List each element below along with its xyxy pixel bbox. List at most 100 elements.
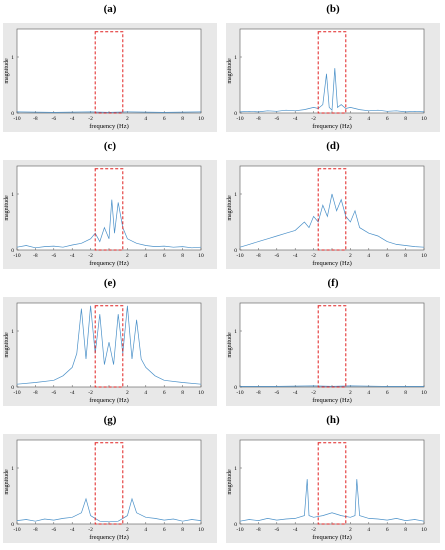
x-tick-label: 6 <box>386 527 389 533</box>
plot: 0 1 -10 -8 -6 -4 -2 2 4 6 8 10 frequency (Hz) magnitu… <box>226 297 440 406</box>
y-tick-label: 1 <box>234 55 237 61</box>
x-axis-label: frequency (Hz) <box>89 397 129 404</box>
chart-svg: 0 1 -10 -8 -6 -4 -2 2 4 6 8 10 frequency (Hz) magnitu… <box>226 434 440 543</box>
y-axis-label: magnitude <box>4 469 10 495</box>
x-tick-label: 6 <box>386 253 389 259</box>
x-tick-label: 6 <box>386 390 389 396</box>
panel-title: (g) <box>103 414 117 426</box>
x-tick-label: -6 <box>52 527 57 533</box>
x-tick-label: -4 <box>70 253 75 259</box>
x-tick-label: -10 <box>236 116 244 122</box>
x-tick-label: -2 <box>88 527 93 533</box>
chart-svg: 0 1 -10 -8 -6 -4 -2 2 4 6 8 10 frequency (Hz) magnitu… <box>3 23 217 132</box>
x-axis-label: frequency (Hz) <box>89 260 129 267</box>
x-tick-label: 8 <box>181 390 184 396</box>
plot: 0 1 -10 -8 -6 -4 -2 2 4 6 8 10 frequency (Hz) magnitu… <box>226 434 440 543</box>
x-tick-label: 4 <box>367 253 370 259</box>
x-tick-label: 8 <box>404 116 407 122</box>
x-tick-label: 4 <box>144 390 147 396</box>
y-tick-label: 0 <box>11 111 14 117</box>
x-tick-label: -6 <box>52 116 57 122</box>
y-tick-label: 0 <box>234 248 237 254</box>
signal-line <box>16 111 202 113</box>
y-tick-label: 1 <box>11 192 14 198</box>
y-tick-label: 1 <box>234 466 237 472</box>
x-tick-label: 2 <box>126 527 129 533</box>
x-tick-label: -6 <box>52 390 57 396</box>
panel-a: (a) 0 1 -10 -8 -6 -4 -2 2 4 6 8 10 frequency (Hz) mag… <box>3 3 217 132</box>
highlight-box <box>94 305 124 388</box>
x-tick-label: 6 <box>163 527 166 533</box>
x-tick-label: -2 <box>311 527 316 533</box>
x-tick-label: -4 <box>70 116 75 122</box>
y-axis-label: magnitude <box>227 332 233 358</box>
x-tick-label: -4 <box>293 527 298 533</box>
x-axis-label: frequency (Hz) <box>312 123 352 130</box>
x-tick-label: -4 <box>70 390 75 396</box>
chart-svg: 0 1 -10 -8 -6 -4 -2 2 4 6 8 10 frequency (Hz) magnitu… <box>226 297 440 406</box>
y-axis-label: magnitude <box>227 195 233 221</box>
y-tick-label: 0 <box>234 522 237 528</box>
x-tick-label: -8 <box>33 390 38 396</box>
x-tick-label: -10 <box>236 253 244 259</box>
x-tick-label: 8 <box>404 390 407 396</box>
x-tick-label: -10 <box>236 390 244 396</box>
x-tick-label: -6 <box>275 527 280 533</box>
y-tick-label: 0 <box>11 385 14 391</box>
x-tick-label: -2 <box>88 116 93 122</box>
panel-title: (b) <box>326 3 340 15</box>
x-tick-label: 10 <box>421 527 427 533</box>
x-tick-label: 2 <box>126 116 129 122</box>
signal-line <box>240 385 424 387</box>
y-tick-label: 1 <box>234 192 237 198</box>
x-tick-label: 2 <box>126 390 129 396</box>
x-tick-label: -10 <box>13 390 21 396</box>
plot-area <box>239 439 425 525</box>
plot: 0 1 -10 -8 -6 -4 -2 2 4 6 8 10 frequency (Hz) magnitu… <box>3 297 217 406</box>
highlight-box <box>317 442 347 525</box>
y-tick-label: 0 <box>234 385 237 391</box>
x-axis-label: frequency (Hz) <box>89 123 129 130</box>
x-tick-label: -8 <box>256 116 261 122</box>
plot-area <box>16 302 202 388</box>
y-tick-label: 0 <box>11 522 14 528</box>
panel-title: (d) <box>326 140 340 152</box>
signal-line <box>16 497 202 523</box>
chart-svg: 0 1 -10 -8 -6 -4 -2 2 4 6 8 10 frequency (Hz) magnitu… <box>226 160 440 269</box>
plot: 0 1 -10 -8 -6 -4 -2 2 4 6 8 10 frequency (Hz) magnitu… <box>3 434 217 543</box>
x-tick-label: -8 <box>256 390 261 396</box>
x-tick-label: 4 <box>144 527 147 533</box>
x-tick-label: -6 <box>275 390 280 396</box>
panel-title: (a) <box>103 3 117 15</box>
x-tick-label: 4 <box>367 116 370 122</box>
x-tick-label: 10 <box>198 116 204 122</box>
y-tick-label: 0 <box>11 248 14 254</box>
x-tick-label: 6 <box>163 253 166 259</box>
panel-h: (h) 0 1 -10 -8 -6 -4 -2 2 4 6 8 10 frequency (Hz) mag… <box>226 414 440 543</box>
x-tick-label: 2 <box>349 253 352 259</box>
signal-line <box>239 193 425 248</box>
x-tick-label: -4 <box>293 116 298 122</box>
plot-area <box>239 302 425 388</box>
panel-g: (g) 0 1 -10 -8 -6 -4 -2 2 4 6 8 10 frequency (Hz) mag… <box>3 414 217 543</box>
x-tick-label: -10 <box>13 253 21 259</box>
highlight-box <box>317 31 347 114</box>
highlight-box <box>317 305 347 388</box>
y-axis-label: magnitude <box>4 332 10 358</box>
signal-line <box>16 199 202 249</box>
y-tick-label: 1 <box>234 329 237 335</box>
highlight-box <box>94 442 124 525</box>
x-tick-label: 10 <box>198 390 204 396</box>
plot-area <box>16 439 202 525</box>
panel-title: (h) <box>326 414 340 426</box>
plot-area <box>239 165 425 251</box>
panel-d: (d) 0 1 -10 -8 -6 -4 -2 2 4 6 8 10 frequency (Hz) mag… <box>226 140 440 269</box>
x-tick-label: -4 <box>293 390 298 396</box>
panel-title: (c) <box>103 140 117 152</box>
x-tick-label: -10 <box>13 527 21 533</box>
x-tick-label: 8 <box>181 253 184 259</box>
x-tick-label: -8 <box>256 253 261 259</box>
x-tick-label: 10 <box>198 253 204 259</box>
y-tick-label: 0 <box>234 111 237 117</box>
highlight-box <box>317 168 347 251</box>
